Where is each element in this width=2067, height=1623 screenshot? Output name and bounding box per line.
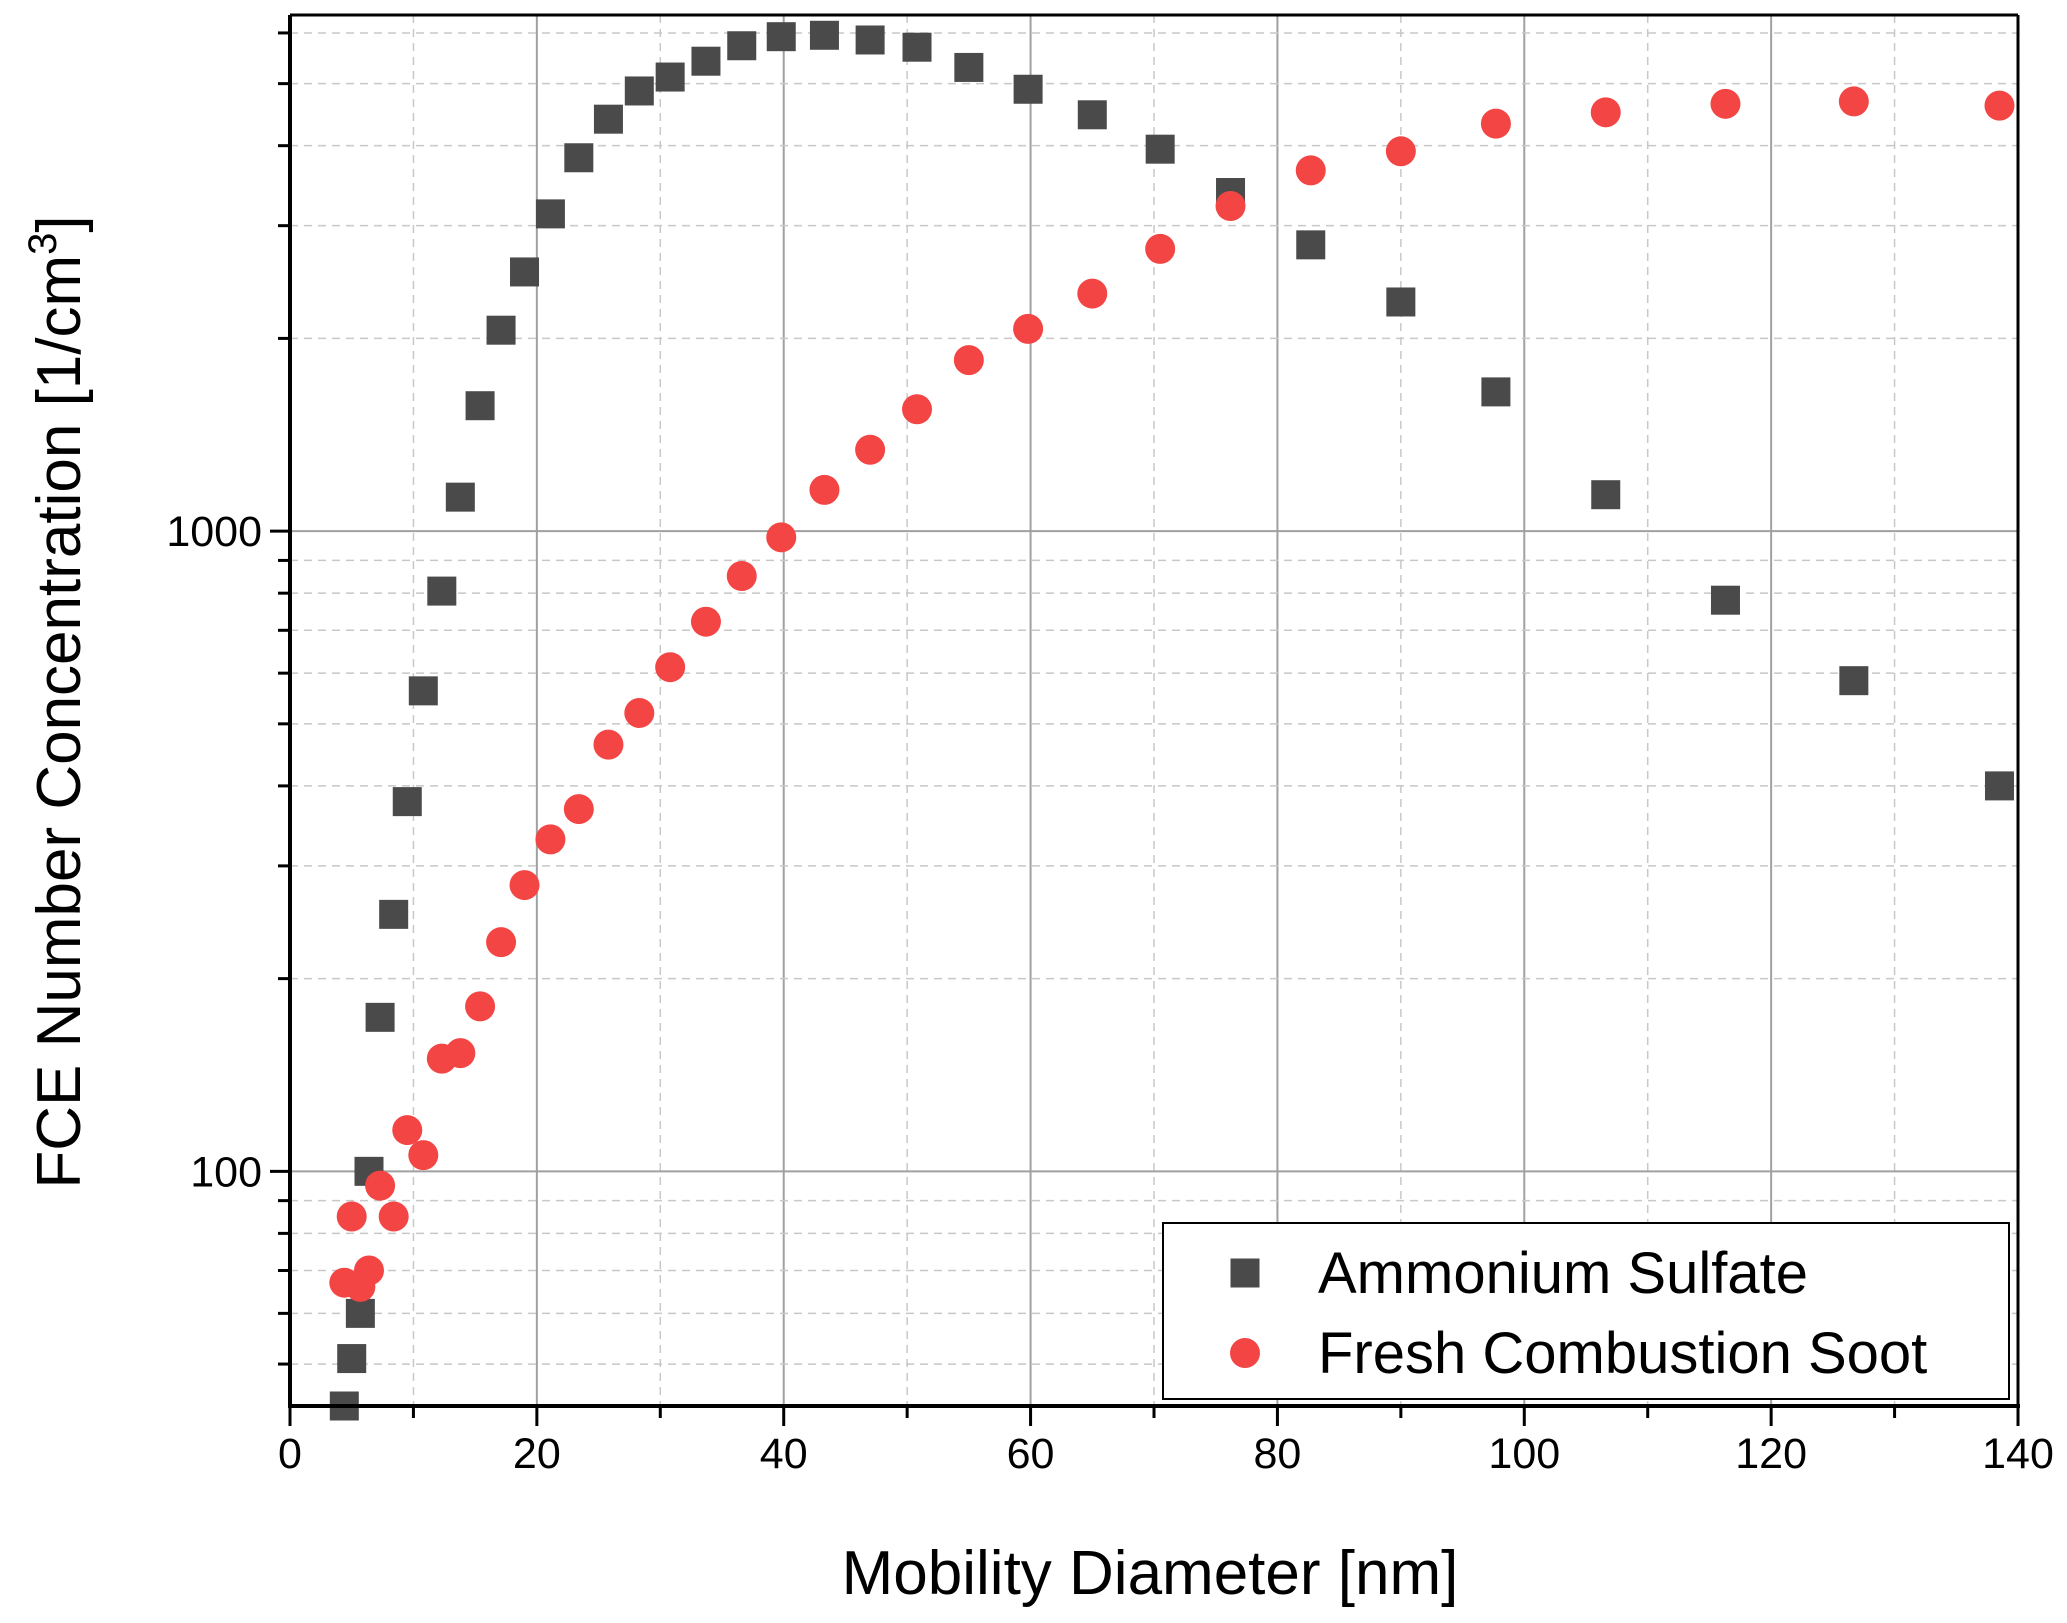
data-point-ammonium-sulfate	[855, 25, 885, 55]
data-point-fresh-combustion-soot	[690, 606, 721, 637]
data-point-ammonium-sulfate	[535, 199, 565, 229]
data-point-fresh-combustion-soot	[1590, 97, 1621, 128]
data-point-ammonium-sulfate	[954, 52, 984, 82]
data-point-ammonium-sulfate	[766, 22, 796, 52]
data-point-fresh-combustion-soot	[953, 345, 984, 376]
y-axis-title-sup: 3	[21, 233, 65, 255]
y-axis-title-main: FCE Number Concentration [1/cm	[25, 255, 94, 1189]
axes: 0 20 40 60 80 100 120 140 100 1000	[166, 13, 2054, 1478]
data-point-fresh-combustion-soot	[535, 824, 566, 855]
data-point-ammonium-sulfate	[902, 32, 932, 62]
y-axis-title-close: ]	[25, 215, 94, 232]
data-point-fresh-combustion-soot	[726, 560, 757, 591]
data-point-ammonium-sulfate	[345, 1298, 375, 1328]
data-point-ammonium-sulfate	[593, 104, 623, 134]
data-point-ammonium-sulfate	[365, 1002, 395, 1032]
x-tick-label: 0	[278, 1430, 302, 1478]
data-point-ammonium-sulfate	[1386, 287, 1416, 317]
x-tick-label: 140	[1982, 1430, 2054, 1478]
legend-marker-circle	[1230, 1338, 1260, 1368]
data-point-fresh-combustion-soot	[1215, 190, 1246, 221]
data-point-fresh-combustion-soot	[1984, 90, 2015, 121]
data-point-fresh-combustion-soot	[445, 1038, 476, 1069]
data-point-ammonium-sulfate	[1839, 666, 1869, 696]
x-tick-label: 40	[760, 1430, 808, 1478]
data-point-fresh-combustion-soot	[408, 1140, 439, 1171]
legend-box	[1162, 1222, 2010, 1400]
data-point-ammonium-sulfate	[1013, 74, 1043, 104]
data-point-ammonium-sulfate	[1145, 134, 1175, 164]
data-point-fresh-combustion-soot	[766, 522, 797, 553]
grid-lines	[290, 15, 2018, 1406]
data-point-ammonium-sulfate	[465, 391, 495, 421]
data-point-ammonium-sulfate	[727, 31, 757, 61]
data-point-ammonium-sulfate	[564, 143, 594, 173]
data-point-fresh-combustion-soot	[902, 394, 933, 425]
data-point-ammonium-sulfate	[655, 62, 685, 92]
data-point-fresh-combustion-soot	[1295, 155, 1326, 186]
data-point-ammonium-sulfate	[1481, 377, 1511, 407]
data-point-ammonium-sulfate	[427, 576, 457, 606]
data-point-ammonium-sulfate	[379, 899, 409, 929]
data-point-fresh-combustion-soot	[624, 697, 655, 728]
data-point-ammonium-sulfate	[408, 676, 438, 706]
data-point-fresh-combustion-soot	[1385, 136, 1416, 167]
x-tick-label: 20	[513, 1430, 561, 1478]
data-point-fresh-combustion-soot	[593, 729, 624, 760]
data-point-ammonium-sulfate	[337, 1344, 367, 1374]
data-point-ammonium-sulfate	[510, 257, 540, 287]
y-tick-label: 1000	[166, 508, 262, 556]
data-point-fresh-combustion-soot	[378, 1201, 409, 1232]
legend: Ammonium Sulfate Fresh Combustion Soot	[1162, 1222, 2010, 1400]
x-tick-label: 80	[1254, 1430, 1302, 1478]
y-axis-title: FCE Number Concentration [1/cm3]	[21, 215, 94, 1188]
data-point-ammonium-sulfate	[392, 787, 422, 817]
data-point-ammonium-sulfate	[486, 315, 516, 345]
data-point-ammonium-sulfate	[1591, 480, 1621, 510]
data-point-fresh-combustion-soot	[486, 927, 517, 958]
y-tick-label: 100	[190, 1148, 262, 1196]
x-tick-label: 100	[1488, 1430, 1560, 1478]
data-point-fresh-combustion-soot	[509, 870, 540, 901]
data-point-fresh-combustion-soot	[353, 1255, 384, 1286]
x-axis-title: Mobility Diameter [nm]	[842, 1539, 1459, 1608]
data-point-fresh-combustion-soot	[563, 794, 594, 825]
data-point-ammonium-sulfate	[1984, 771, 2014, 801]
data-point-fresh-combustion-soot	[655, 652, 686, 683]
data-point-fresh-combustion-soot	[1145, 233, 1176, 264]
data-point-fresh-combustion-soot	[1013, 313, 1044, 344]
data-point-ammonium-sulfate	[445, 482, 475, 512]
data-point-ammonium-sulfate	[691, 46, 721, 76]
data-point-fresh-combustion-soot	[855, 434, 886, 465]
data-point-fresh-combustion-soot	[365, 1170, 396, 1201]
legend-marker-square	[1230, 1258, 1260, 1288]
data-point-ammonium-sulfate	[624, 76, 654, 106]
data-point-fresh-combustion-soot	[1077, 278, 1108, 309]
data-point-fresh-combustion-soot	[465, 991, 496, 1022]
legend-label: Fresh Combustion Soot	[1318, 1321, 1927, 1386]
data-point-ammonium-sulfate	[1077, 100, 1107, 130]
data-point-fresh-combustion-soot	[809, 474, 840, 505]
x-tick-label: 60	[1007, 1430, 1055, 1478]
data-point-ammonium-sulfate	[809, 20, 839, 50]
data-point-ammonium-sulfate	[1296, 230, 1326, 260]
data-points	[329, 20, 2015, 1421]
data-point-fresh-combustion-soot	[1710, 88, 1741, 119]
legend-label: Ammonium Sulfate	[1318, 1241, 1808, 1306]
data-point-fresh-combustion-soot	[1480, 108, 1511, 139]
data-point-ammonium-sulfate	[1710, 585, 1740, 615]
data-point-fresh-combustion-soot	[1838, 86, 1869, 117]
data-point-fresh-combustion-soot	[336, 1201, 367, 1232]
x-tick-label: 120	[1735, 1430, 1807, 1478]
data-point-fresh-combustion-soot	[392, 1115, 423, 1146]
